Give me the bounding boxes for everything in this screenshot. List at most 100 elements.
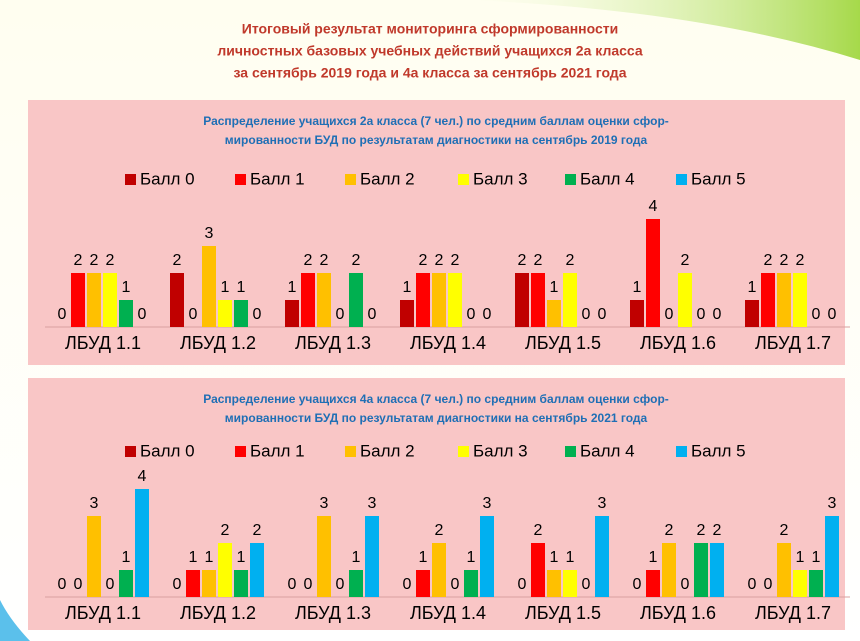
data-label: 3 bbox=[828, 495, 837, 512]
data-label: 3 bbox=[483, 495, 492, 512]
x-tick-label: ЛБУД 1.7 bbox=[755, 603, 831, 623]
data-label: 2 bbox=[435, 522, 444, 539]
data-label: 2 bbox=[780, 252, 789, 269]
bar bbox=[432, 273, 446, 327]
bar bbox=[563, 273, 577, 327]
legend-label: Балл 4 bbox=[580, 441, 635, 460]
bar bbox=[87, 516, 101, 597]
bar bbox=[135, 489, 149, 597]
x-tick-label: ЛБУД 1.5 bbox=[525, 603, 601, 623]
bar bbox=[202, 570, 216, 597]
bar bbox=[515, 273, 529, 327]
data-label: 0 bbox=[828, 306, 837, 323]
data-label: 0 bbox=[403, 576, 412, 593]
data-label: 2 bbox=[106, 252, 115, 269]
legend-label: Балл 2 bbox=[360, 169, 415, 188]
legend-label: Балл 3 bbox=[473, 169, 528, 188]
bar bbox=[301, 273, 315, 327]
data-label: 0 bbox=[189, 306, 198, 323]
data-label: 2 bbox=[518, 252, 527, 269]
bar bbox=[547, 570, 561, 597]
legend-swatch bbox=[676, 174, 687, 185]
data-label: 3 bbox=[205, 225, 214, 242]
data-label: 2 bbox=[713, 522, 722, 539]
bar bbox=[793, 273, 807, 327]
data-label: 2 bbox=[796, 252, 805, 269]
bar bbox=[745, 300, 759, 327]
data-label: 1 bbox=[122, 279, 131, 296]
data-label: 0 bbox=[138, 306, 147, 323]
data-label: 1 bbox=[796, 549, 805, 566]
bar bbox=[547, 300, 561, 327]
data-label: 0 bbox=[336, 576, 345, 593]
chart-title: Распределение учащихся 2а класса (7 чел.… bbox=[203, 114, 669, 128]
bar bbox=[809, 570, 823, 597]
data-label: 4 bbox=[649, 198, 658, 215]
data-label: 0 bbox=[467, 306, 476, 323]
data-label: 0 bbox=[582, 306, 591, 323]
data-label: 2 bbox=[320, 252, 329, 269]
x-tick-label: ЛБУД 1.4 bbox=[410, 333, 486, 353]
data-label: 2 bbox=[419, 252, 428, 269]
data-label: 0 bbox=[74, 576, 83, 593]
legend-label: Балл 3 bbox=[473, 441, 528, 460]
bar bbox=[761, 273, 775, 327]
bar bbox=[317, 516, 331, 597]
data-label: 0 bbox=[304, 576, 313, 593]
data-label: 0 bbox=[173, 576, 182, 593]
data-label: 1 bbox=[122, 549, 131, 566]
data-label: 1 bbox=[288, 279, 297, 296]
data-label: 3 bbox=[368, 495, 377, 512]
bar bbox=[103, 273, 117, 327]
slide-title: личностных базовых учебных действий учащ… bbox=[217, 43, 643, 59]
legend-swatch bbox=[345, 446, 356, 457]
legend-swatch bbox=[235, 174, 246, 185]
data-label: 4 bbox=[138, 468, 147, 485]
data-label: 0 bbox=[288, 576, 297, 593]
legend-swatch bbox=[458, 174, 469, 185]
data-label: 1 bbox=[419, 549, 428, 566]
slide-title: за сентябрь 2019 года и 4а класса за сен… bbox=[234, 65, 627, 81]
bar bbox=[630, 300, 644, 327]
data-label: 3 bbox=[90, 495, 99, 512]
bar bbox=[825, 516, 839, 597]
bar bbox=[87, 273, 101, 327]
bar bbox=[186, 570, 200, 597]
chart-title: Распределение учащихся 4а класса (7 чел.… bbox=[203, 392, 669, 406]
bar bbox=[595, 516, 609, 597]
data-label: 0 bbox=[697, 306, 706, 323]
data-label: 1 bbox=[237, 279, 246, 296]
data-label: 2 bbox=[173, 252, 182, 269]
data-label: 0 bbox=[368, 306, 377, 323]
data-label: 0 bbox=[764, 576, 773, 593]
data-label: 2 bbox=[780, 522, 789, 539]
data-label: 1 bbox=[467, 549, 476, 566]
bar bbox=[218, 543, 232, 597]
bar bbox=[317, 273, 331, 327]
data-label: 0 bbox=[582, 576, 591, 593]
data-label: 1 bbox=[633, 279, 642, 296]
data-label: 3 bbox=[598, 495, 607, 512]
bar bbox=[793, 570, 807, 597]
bar bbox=[71, 273, 85, 327]
slide-title: Итоговый результат мониторинга сформиров… bbox=[242, 21, 618, 37]
bar bbox=[365, 516, 379, 597]
legend-swatch bbox=[676, 446, 687, 457]
bar bbox=[285, 300, 299, 327]
data-label: 1 bbox=[237, 549, 246, 566]
data-label: 3 bbox=[320, 495, 329, 512]
data-label: 1 bbox=[221, 279, 230, 296]
x-tick-label: ЛБУД 1.2 bbox=[180, 603, 256, 623]
bar bbox=[349, 570, 363, 597]
data-label: 2 bbox=[90, 252, 99, 269]
data-label: 0 bbox=[58, 576, 67, 593]
legend-swatch bbox=[565, 446, 576, 457]
bar bbox=[218, 300, 232, 327]
data-label: 0 bbox=[483, 306, 492, 323]
data-label: 0 bbox=[598, 306, 607, 323]
data-label: 0 bbox=[518, 576, 527, 593]
bar bbox=[119, 570, 133, 597]
x-tick-label: ЛБУД 1.4 bbox=[410, 603, 486, 623]
legend-swatch bbox=[235, 446, 246, 457]
x-tick-label: ЛБУД 1.6 bbox=[640, 333, 716, 353]
